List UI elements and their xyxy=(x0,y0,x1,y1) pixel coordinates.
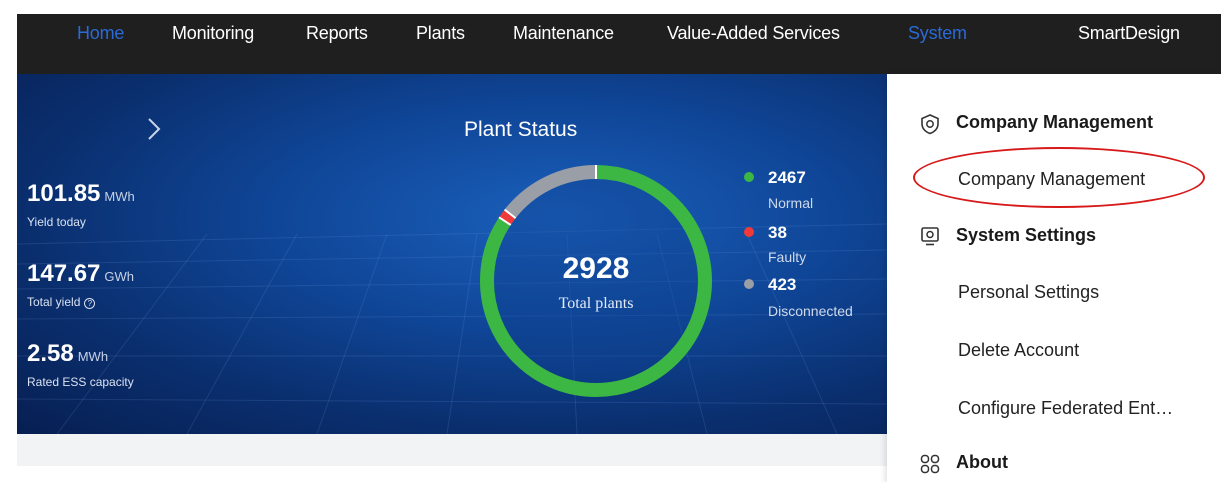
menu-item-configure-federated[interactable]: Configure Federated Ent… xyxy=(958,398,1174,418)
yield-today-label: Yield today xyxy=(27,215,86,229)
dashboard-panel: 101.85 MWh Yield today 147.67 GWh Total yi… xyxy=(17,74,887,434)
ess-capacity-label: Rated ESS capacity xyxy=(27,375,134,389)
chevron-right-icon[interactable] xyxy=(139,114,169,144)
total-yield-value: 147.67 GWh xyxy=(27,260,135,287)
monitor-icon xyxy=(921,227,939,246)
total-plants-value: 2928 xyxy=(562,252,630,285)
legend-faulty-dot xyxy=(744,227,754,237)
nav-smartdesign[interactable]: SmartDesign xyxy=(1078,23,1180,43)
help-icon[interactable]: ? xyxy=(84,298,96,309)
legend-disconnected-label: Disconnected xyxy=(768,303,853,319)
total-yield-label: Total yield? xyxy=(27,295,96,309)
nav-plants[interactable]: Plants xyxy=(416,23,465,43)
menu-item-personal-settings[interactable]: Personal Settings xyxy=(958,282,1100,302)
chart-title: Plant Status xyxy=(464,118,578,141)
ess-capacity-unit: MWh xyxy=(77,349,109,364)
solar-panel-background xyxy=(17,223,887,434)
donut-separator xyxy=(498,216,512,226)
yield-today-value: 101.85 MWh xyxy=(27,180,135,207)
nav-value-added-services[interactable]: Value-Added Services xyxy=(667,23,840,43)
nav-monitoring[interactable]: Monitoring xyxy=(172,23,255,43)
legend-faulty-value: 38 xyxy=(768,223,787,242)
system-dropdown-menu: Company Management Company Management Sy… xyxy=(887,74,1221,482)
yield-today-unit: MWh xyxy=(104,189,135,204)
menu-item-delete-account[interactable]: Delete Account xyxy=(958,340,1080,360)
legend-normal-value: 2467 xyxy=(768,168,806,187)
donut-separator xyxy=(503,208,517,220)
legend-faulty-label: Faulty xyxy=(768,249,807,265)
legend-disconnected-dot xyxy=(744,279,754,289)
total-yield-unit: GWh xyxy=(104,269,135,284)
legend-normal-label: Normal xyxy=(768,195,814,211)
total-plants-label: Total plants xyxy=(558,295,634,312)
top-nav-bar: Home Monitoring Reports Plants Maintenan… xyxy=(17,14,1221,74)
highlight-ellipse xyxy=(913,147,1205,208)
shield-icon xyxy=(921,114,939,135)
nav-system[interactable]: System xyxy=(908,23,967,43)
nav-home[interactable]: Home xyxy=(77,23,125,43)
content-strip xyxy=(17,434,887,466)
nav-reports[interactable]: Reports xyxy=(306,23,368,43)
nav-maintenance[interactable]: Maintenance xyxy=(513,23,614,43)
legend-disconnected-value: 423 xyxy=(768,275,797,294)
legend-normal-dot xyxy=(744,172,754,182)
ess-capacity-value: 2.58 MWh xyxy=(27,340,109,367)
grid-icon xyxy=(920,454,940,474)
plant-status-donut-chart xyxy=(480,165,712,397)
